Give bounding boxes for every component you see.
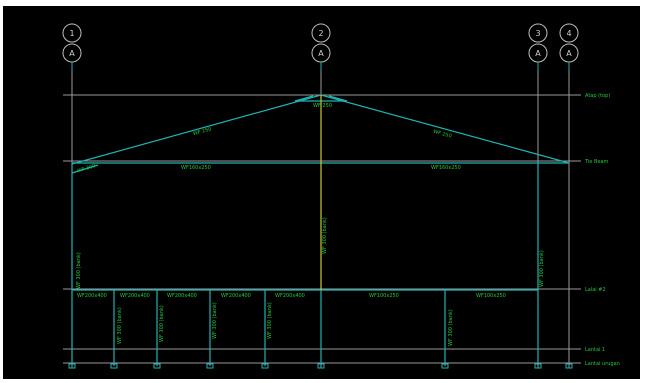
grid-bubble-3 xyxy=(528,23,548,70)
label-col-center: WF 300 (bank) xyxy=(322,217,328,254)
grid-number-3: 3 xyxy=(535,29,540,38)
label-col-right: WF 300 (bank) xyxy=(539,250,545,287)
grid-letter-1: A xyxy=(69,49,75,58)
ridge-piece-right xyxy=(328,95,348,102)
label-rafter-left: WF 250 xyxy=(192,126,212,137)
grid-letter-3: A xyxy=(535,49,541,58)
label-subcol-1: WF 300 (bank) xyxy=(117,307,123,344)
grid-bubble-2 xyxy=(311,23,331,70)
level-label-atap: Atap (top) xyxy=(585,93,610,99)
grid-letter-4: A xyxy=(566,49,572,58)
footing-3 xyxy=(153,363,161,369)
grid-number-2: 2 xyxy=(318,29,323,38)
grid-number-1: 1 xyxy=(69,29,74,38)
level-label-lantai-1: Lantai 1 xyxy=(585,347,605,353)
footing-6 xyxy=(317,363,325,369)
label-beam-4: WF200x400 xyxy=(221,293,251,299)
grid-bubble-labels: 1 A 2 A 3 A 4 A xyxy=(69,29,572,58)
label-beam-3: WF200x400 xyxy=(167,293,197,299)
rafter-left xyxy=(71,94,322,165)
footing-marks xyxy=(68,363,573,369)
label-eave-left: WF 300 xyxy=(77,163,97,174)
grid-letter-2: A xyxy=(318,49,324,58)
eave-brace xyxy=(71,164,99,174)
level-labels: Atap (top) Tie Beam Lalai #2 Lantai 1 La… xyxy=(584,93,620,367)
grid-bubble-1 xyxy=(62,23,82,70)
level-label-lalai-2: Lalai #2 xyxy=(585,287,606,293)
label-beam-5: WF200x400 xyxy=(275,293,305,299)
label-beam-6: WF100x250 xyxy=(369,293,399,299)
label-beam-7: WF100x250 xyxy=(476,293,506,299)
footing-1 xyxy=(68,363,76,369)
label-col-left: WF 300 (bank) xyxy=(76,252,82,289)
level-label-lantai-urugan: Lantai urugan xyxy=(585,361,620,367)
rafter-right xyxy=(320,94,570,164)
level-label-tie-beam: Tie Beam xyxy=(584,159,609,165)
grid-bubbles xyxy=(62,23,579,70)
footing-7 xyxy=(441,363,449,369)
footing-4 xyxy=(206,363,214,369)
ridge-piece-left xyxy=(294,95,314,102)
label-subcol-4: WF 300 (bank) xyxy=(267,302,273,339)
elevation-drawing: 1 A 2 A 3 A 4 A xyxy=(62,23,620,369)
footing-9 xyxy=(565,363,573,369)
label-subcol-2: WF 300 (bank) xyxy=(159,305,165,342)
label-beam-2: WF200x400 xyxy=(120,293,150,299)
footing-5 xyxy=(261,363,269,369)
grid-bubble-4 xyxy=(559,23,579,70)
footing-2 xyxy=(110,363,118,369)
label-tie-right: WF160x250 xyxy=(431,165,461,171)
grid-number-4: 4 xyxy=(566,29,571,38)
label-ridge: WF 250 xyxy=(313,103,332,109)
label-subcol-3: WF 300 (bank) xyxy=(212,302,218,339)
label-beam-1: WF200x400 xyxy=(77,293,107,299)
cad-canvas: 1 A 2 A 3 A 4 A xyxy=(3,6,640,379)
footing-8 xyxy=(534,363,542,369)
label-subcol-5: WF 300 (bank) xyxy=(448,309,454,346)
label-tie-left: WF160x250 xyxy=(181,165,211,171)
member-labels: WF 250 WF 250 WF 250 WF 300 WF160x250 WF… xyxy=(76,103,545,346)
label-rafter-right: WF 250 xyxy=(432,129,452,140)
